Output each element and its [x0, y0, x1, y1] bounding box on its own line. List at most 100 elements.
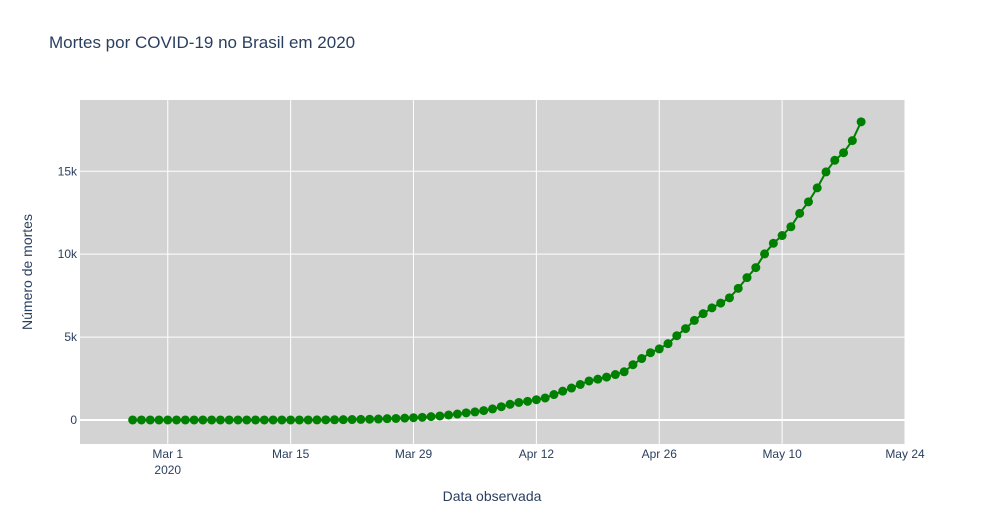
data-point	[558, 386, 568, 396]
data-point	[803, 197, 813, 207]
y-tick-label: 0	[70, 413, 77, 427]
data-point	[154, 415, 164, 425]
data-point	[698, 309, 708, 319]
data-point	[233, 415, 243, 425]
x-tick-labels: Mar 1 2020 Mar 15 Mar 29 Apr 12 Apr 26 May 10 M…	[152, 447, 925, 477]
x-axis-title: Data observada	[443, 488, 542, 504]
data-point	[479, 406, 489, 416]
data-point	[540, 393, 550, 403]
data-point	[452, 409, 462, 419]
series-layer	[128, 117, 866, 425]
data-point	[136, 415, 146, 425]
chart-title: Mortes por COVID-19 no Brasil em 2020	[49, 33, 356, 52]
x-tick-sublabel: 2020	[154, 463, 181, 477]
data-point	[839, 148, 849, 158]
data-point	[505, 399, 515, 409]
data-point	[681, 324, 691, 334]
data-point	[189, 415, 199, 425]
data-point	[777, 231, 787, 241]
data-point	[347, 415, 357, 425]
data-point	[707, 303, 717, 313]
data-point	[294, 415, 304, 425]
data-point	[382, 414, 392, 424]
data-point	[593, 374, 603, 384]
data-point	[163, 415, 173, 425]
x-tick-label: May 24	[885, 447, 925, 461]
y-tick-label: 15k	[58, 164, 78, 178]
data-point	[321, 415, 331, 425]
data-point	[531, 395, 541, 405]
data-point	[268, 415, 278, 425]
data-point	[663, 339, 673, 349]
data-point	[637, 354, 647, 364]
data-point	[760, 249, 770, 259]
data-point	[470, 407, 480, 417]
data-point	[145, 415, 155, 425]
data-point	[689, 315, 699, 325]
y-tick-label: 5k	[64, 330, 78, 344]
data-point	[435, 411, 445, 421]
data-point	[242, 415, 252, 425]
data-point	[330, 415, 340, 425]
data-point	[575, 379, 585, 389]
data-point	[488, 404, 497, 414]
data-point	[198, 415, 208, 425]
x-tick-label: Mar 1	[152, 447, 183, 461]
data-point	[259, 415, 269, 425]
data-point	[128, 415, 138, 425]
x-tick-label: May 10	[762, 447, 802, 461]
data-point	[409, 413, 419, 423]
data-point	[768, 238, 778, 248]
data-point	[566, 383, 576, 393]
data-point	[338, 415, 348, 425]
data-point	[224, 415, 234, 425]
data-point	[496, 402, 506, 412]
x-tick-label: Apr 26	[642, 447, 678, 461]
data-point	[373, 414, 383, 424]
data-point	[733, 283, 743, 293]
data-point	[303, 415, 313, 425]
data-point	[215, 415, 225, 425]
y-tick-label: 10k	[58, 247, 78, 261]
data-point	[654, 344, 664, 354]
x-grid	[167, 100, 906, 444]
data-point	[417, 412, 427, 422]
data-point	[821, 167, 831, 177]
data-point	[645, 348, 655, 358]
data-point	[847, 136, 857, 146]
data-point	[514, 397, 524, 407]
data-point	[584, 376, 594, 386]
x-tick-label: Mar 29	[395, 447, 433, 461]
data-point	[751, 263, 761, 273]
data-point	[277, 415, 287, 425]
data-point	[716, 298, 726, 308]
data-point	[830, 155, 840, 165]
data-point	[795, 208, 805, 218]
data-point	[672, 331, 682, 341]
data-point	[856, 117, 866, 127]
data-point	[549, 390, 559, 400]
data-point	[786, 222, 796, 232]
data-point	[426, 412, 436, 422]
data-point	[180, 415, 190, 425]
y-axis-title: Número de mortes	[19, 214, 35, 330]
plot-background	[80, 100, 905, 444]
x-tick-label: Apr 12	[519, 447, 555, 461]
data-point	[251, 415, 261, 425]
data-point	[724, 293, 734, 303]
data-point	[812, 183, 822, 193]
data-point	[619, 367, 629, 377]
data-point	[602, 372, 612, 382]
data-point	[742, 273, 752, 283]
data-point	[207, 415, 217, 425]
y-tick-labels: 0 5k 10k 15k	[58, 164, 78, 427]
data-point	[523, 396, 533, 406]
data-point	[312, 415, 322, 425]
data-point	[400, 413, 410, 423]
data-point	[365, 414, 375, 424]
data-point	[391, 413, 401, 423]
data-point	[461, 408, 471, 418]
data-point	[286, 415, 296, 425]
x-tick-label: Mar 15	[272, 447, 310, 461]
